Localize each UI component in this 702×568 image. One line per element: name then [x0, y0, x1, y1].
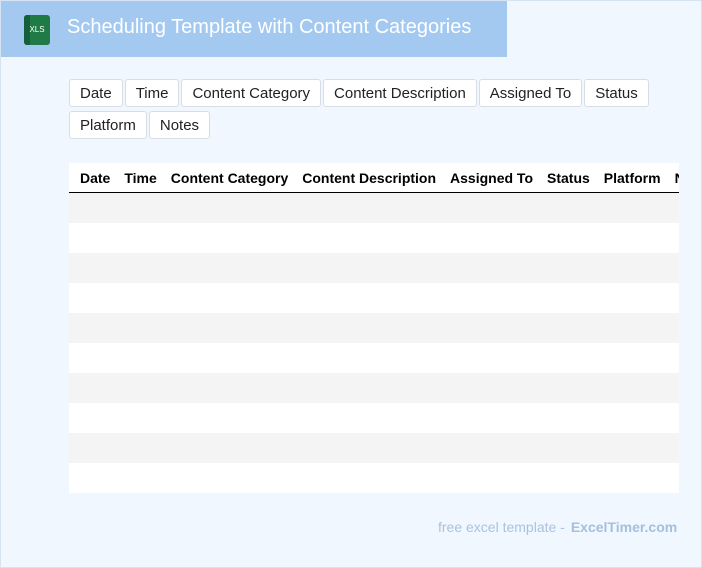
- footer: free excel template - ExcelTimer.com: [438, 519, 677, 535]
- tag-chip[interactable]: Notes: [148, 111, 211, 139]
- footer-text: free excel template -: [438, 519, 565, 535]
- title: Scheduling Template with Content Categor…: [67, 16, 472, 38]
- table-row: [69, 433, 679, 463]
- table-row: [69, 403, 679, 433]
- table-body: [69, 193, 679, 493]
- tag-chip[interactable]: Status: [584, 79, 649, 107]
- tag-chip[interactable]: Content Category: [181, 79, 322, 107]
- column-header: Platform: [603, 170, 661, 186]
- column-header: Notes: [668, 163, 679, 192]
- tag-list: Date Time Content Category Content Descript…: [69, 79, 669, 139]
- tag-chip[interactable]: Platform: [69, 111, 147, 139]
- table-row: [69, 343, 679, 373]
- table-row: [69, 253, 679, 283]
- tag-chip[interactable]: Time: [124, 79, 180, 107]
- column-header: Content Category: [170, 170, 289, 186]
- column-header: Status: [547, 170, 590, 186]
- table-row: [69, 283, 679, 313]
- column-header: Assigned To: [450, 170, 533, 186]
- column-header: Content Description: [302, 170, 437, 186]
- file-icon: XLS: [24, 15, 50, 45]
- table-row: [69, 193, 679, 223]
- table-row: [69, 373, 679, 403]
- column-header: Time: [124, 170, 157, 186]
- table-row: [69, 463, 679, 493]
- table-row: [69, 313, 679, 343]
- column-header: Date: [80, 170, 111, 186]
- icon-label: XLS: [29, 25, 45, 34]
- table: Date Time Content Category Content Descript…: [69, 163, 679, 493]
- table-row: [69, 223, 679, 253]
- table-header: Date Time Content Category Content Descript…: [69, 163, 679, 193]
- tag-chip[interactable]: Assigned To: [478, 79, 583, 107]
- footer-brand[interactable]: ExcelTimer.com: [570, 519, 678, 535]
- tag-chip[interactable]: Date: [69, 79, 123, 107]
- tag-chip[interactable]: Content Description: [323, 79, 477, 107]
- header: XLS Scheduling Template with Content Cat…: [1, 1, 507, 57]
